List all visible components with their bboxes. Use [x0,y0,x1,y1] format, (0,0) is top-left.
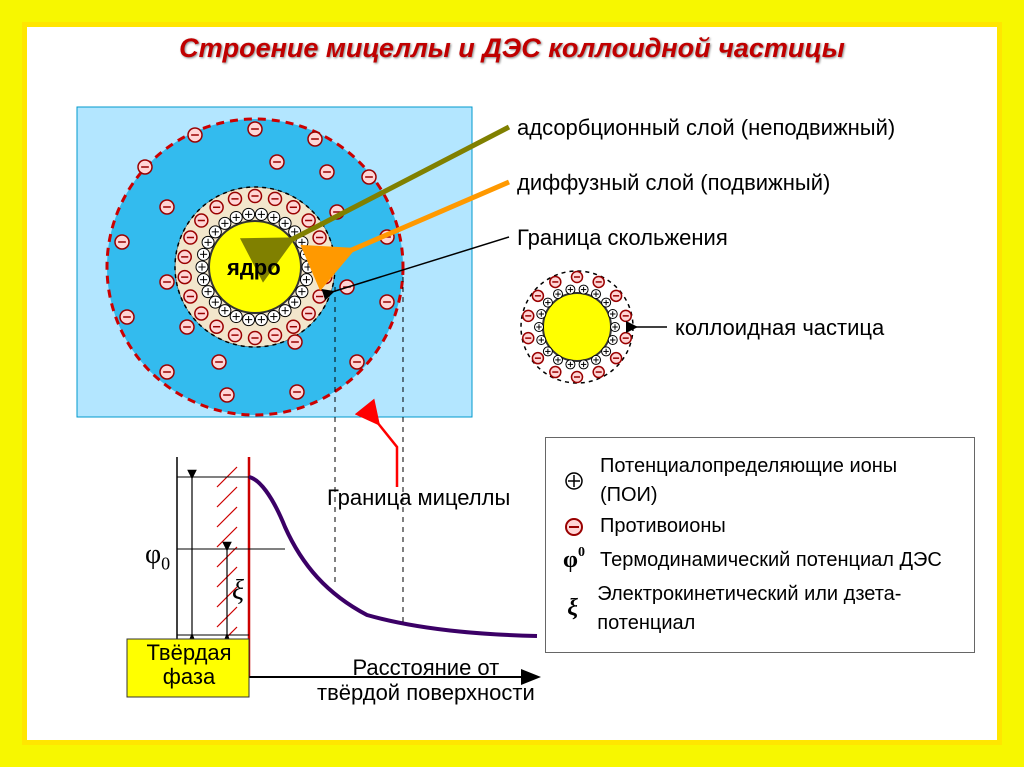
legend-box: Потенциалопределяющие ионы (ПОИ) Противо… [545,437,975,653]
legend-thermo: φ0 Термодинамический потенциал ДЭС [560,543,960,578]
xi-symbol: ξ [560,591,585,626]
legend-poi-text: Потенциалопределяющие ионы (ПОИ) [600,452,960,510]
micelle-boundary-pointer [377,422,397,487]
legend-thermo-text: Термодинамический потенциал ДЭС [600,546,942,575]
x-axis-label: Расстояние от твёрдой поверхности [317,655,535,706]
minus-symbol-icon [560,517,588,537]
small-colloidal-particle [521,271,633,383]
legend-counter-text: Противоионы [600,512,726,541]
diffuse-label: диффузный слой (подвижный) [517,170,830,196]
legend-poi: Потенциалопределяющие ионы (ПОИ) [560,452,960,510]
phi0-label: φ0 [145,539,170,575]
adsorption-label: адсорбционный слой (неподвижный) [517,115,895,141]
slip-label: Граница скольжения [517,225,728,251]
legend-counter: Противоионы [560,512,960,541]
legend-zeta: ξ Электрокинетический или дзета-потенциа… [560,580,960,638]
solid-phase-label: Твёрдая фаза [139,641,239,689]
xi-label: ξ [232,575,244,607]
plus-symbol-icon [560,471,588,491]
legend-zeta-text: Электрокинетический или дзета-потенциал [597,580,960,638]
micelle-boundary-label: Граница мицеллы [327,485,510,511]
phi0-symbol: φ0 [560,543,588,578]
core-label: ядро [227,255,281,281]
colloidal-label: коллоидная частица [675,315,884,341]
